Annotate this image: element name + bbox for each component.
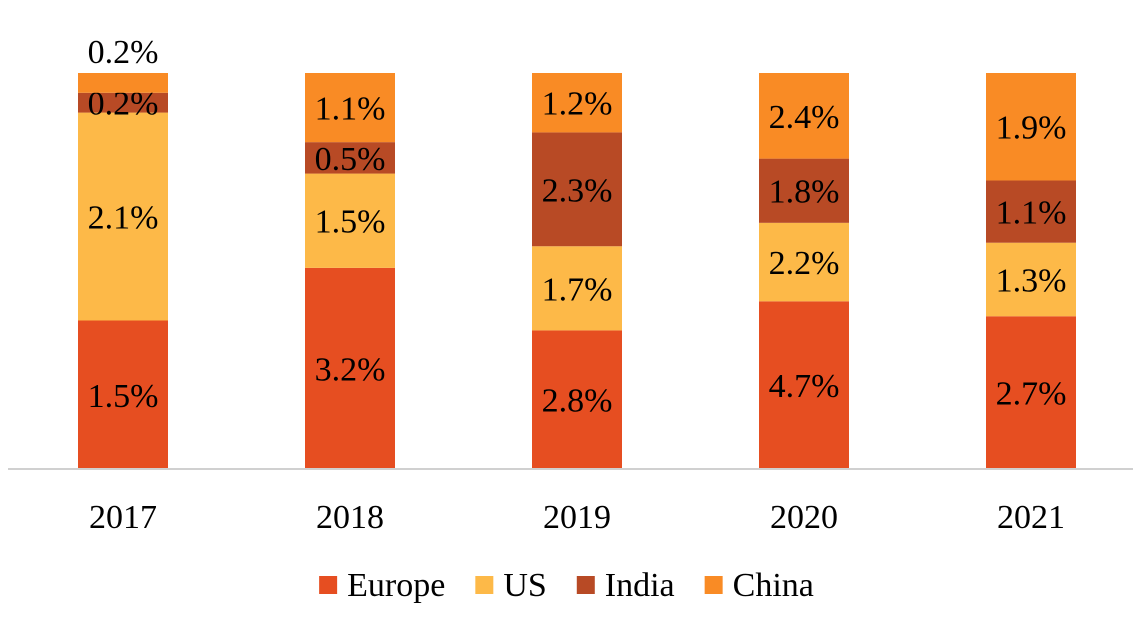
data-label-china-2021: 1.9% — [996, 110, 1067, 147]
data-label-europe-2018: 3.2% — [315, 351, 386, 388]
x-tick-label-2017: 2017 — [89, 499, 157, 536]
bar-segment-us-2020 — [759, 222, 849, 302]
data-label-europe-2020: 4.7% — [769, 368, 840, 405]
bar-segment-us-2017 — [78, 112, 168, 321]
data-label-china-2018: 1.1% — [315, 91, 386, 128]
bar-segment-china-2019 — [532, 73, 622, 133]
legend-label-europe: Europe — [347, 567, 445, 604]
x-tick-label-2021: 2021 — [997, 499, 1065, 536]
bar-segment-europe-2017 — [78, 320, 168, 469]
data-label-china-2019: 1.2% — [542, 86, 613, 123]
bar-segment-china-2021 — [986, 73, 1076, 181]
bar-segment-india-2018 — [305, 142, 395, 174]
bar-segment-europe-2021 — [986, 316, 1076, 469]
data-label-india-2019: 2.3% — [542, 172, 613, 209]
bar-segment-china-2018 — [305, 73, 395, 143]
data-label-india-2021: 1.1% — [996, 195, 1067, 232]
bar-segment-china-2020 — [759, 73, 849, 159]
bar-segment-us-2019 — [532, 246, 622, 331]
bar-segment-europe-2020 — [759, 301, 849, 469]
legend-swatch-us — [475, 576, 494, 594]
data-label-india-2018: 0.5% — [315, 141, 386, 178]
data-label-us-2017: 2.1% — [88, 200, 159, 237]
bar-segment-india-2021 — [986, 180, 1076, 243]
legend-swatch-china — [704, 576, 723, 594]
data-label-us-2019: 1.7% — [542, 271, 613, 308]
data-label-us-2020: 2.2% — [769, 245, 840, 282]
legend-item-china: China — [704, 567, 814, 604]
x-tick-label-2020: 2020 — [770, 499, 838, 536]
bar-segment-india-2017 — [78, 92, 168, 113]
bar-segment-india-2019 — [532, 132, 622, 247]
bars-group: 1.5%2.1%0.2%0.2%3.2%1.5%0.5%1.1%2.8%1.7%… — [78, 34, 1076, 469]
legend-swatch-india — [576, 576, 595, 594]
data-label-us-2018: 1.5% — [315, 204, 386, 241]
legend-label-us: US — [503, 567, 546, 604]
x-tick-label-2019: 2019 — [543, 499, 611, 536]
data-label-china-2020: 2.4% — [769, 99, 840, 136]
x-tick-label-2018: 2018 — [316, 499, 384, 536]
legend-label-india: India — [605, 567, 675, 604]
legend-swatch-europe — [319, 576, 338, 594]
bar-segment-india-2020 — [759, 158, 849, 223]
data-label-europe-2021: 2.7% — [996, 376, 1067, 413]
bar-segment-us-2018 — [305, 173, 395, 268]
bar-segment-china-2017 — [78, 73, 168, 93]
x-tick-labels: 2017 2018 2019 2020 2021 — [89, 499, 1065, 536]
legend-item-india: India — [576, 567, 675, 604]
legend-item-europe: Europe — [319, 567, 445, 604]
data-label-europe-2019: 2.8% — [542, 383, 613, 420]
legend: Europe US India China — [319, 567, 814, 604]
data-label-us-2021: 1.3% — [996, 262, 1067, 299]
data-label-india-2020: 1.8% — [769, 174, 840, 211]
legend-label-china: China — [733, 567, 814, 604]
bar-segment-europe-2018 — [305, 267, 395, 469]
bar-segment-europe-2019 — [532, 330, 622, 469]
data-label-europe-2017: 1.5% — [88, 378, 159, 415]
data-label-china-2017: 0.2% — [88, 34, 159, 71]
bar-segment-us-2021 — [986, 242, 1076, 317]
legend-item-us: US — [475, 567, 547, 604]
